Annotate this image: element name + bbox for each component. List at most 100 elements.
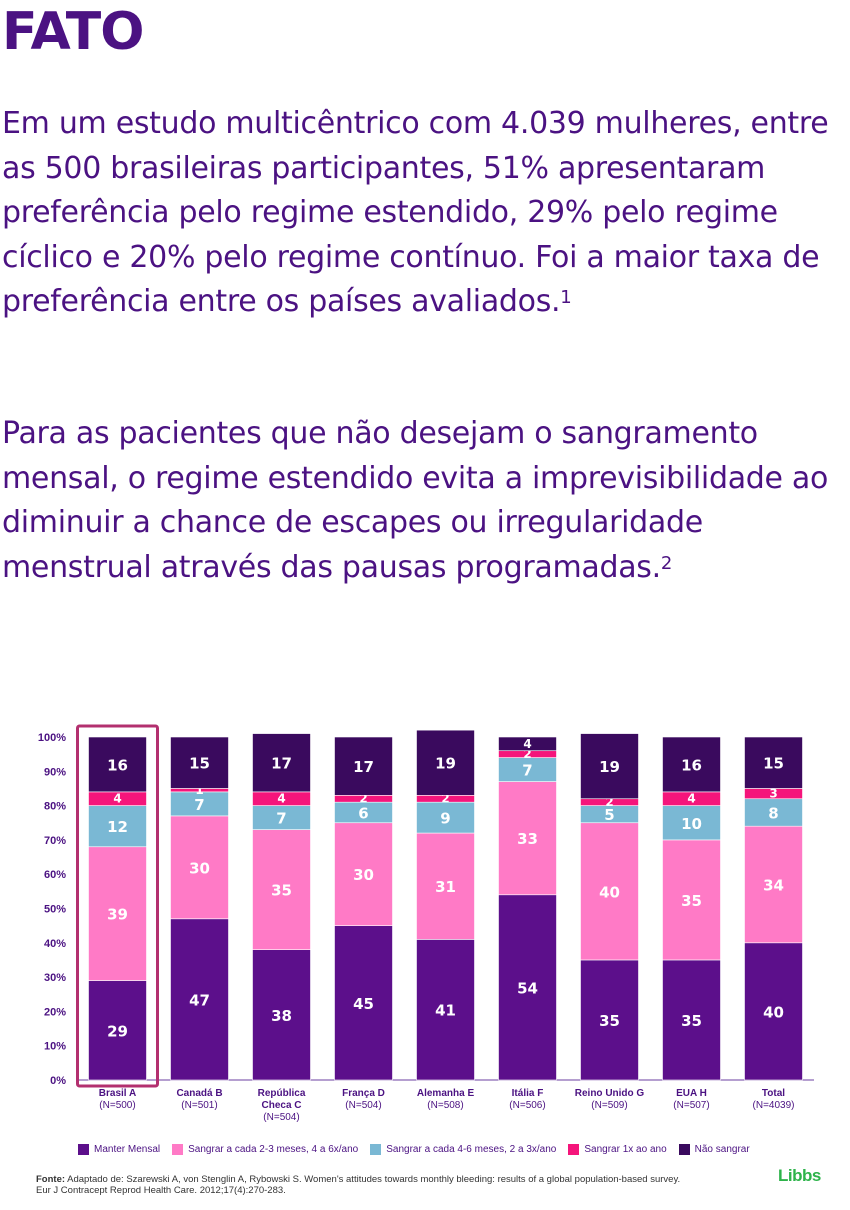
data-label: 2 xyxy=(359,792,367,806)
data-label: 47 xyxy=(189,991,210,1009)
bar-segment xyxy=(170,736,229,789)
legend-label: Manter Mensal xyxy=(94,1144,161,1155)
fact-paragraph-2-text: Para as pacientes que não desejam o sang… xyxy=(2,416,829,585)
data-label: 29 xyxy=(107,1022,128,1040)
data-label: 35 xyxy=(681,1012,702,1030)
legend-swatch xyxy=(370,1144,382,1155)
bar-segment xyxy=(744,942,803,1081)
x-tick-sample-size: (N=506) xyxy=(509,1100,545,1111)
bar-segment xyxy=(334,736,393,796)
bar-segment xyxy=(252,805,311,830)
y-tick-label: 90% xyxy=(44,766,66,778)
legend-item: Sangrar 1x ao ano xyxy=(568,1144,667,1155)
data-label: 4 xyxy=(687,792,695,806)
data-label: 5 xyxy=(604,806,614,824)
data-label: 1 xyxy=(195,783,203,797)
chart-legend: Manter Mensal Sangrar a cada 2-3 meses, 4… xyxy=(78,1144,750,1155)
stacked-bar-chart: 0%10%20%30%40%50%60%70%80%90%100%2939124… xyxy=(38,724,814,1123)
bar-segment xyxy=(744,798,803,827)
bar-segment xyxy=(416,801,475,834)
data-label: 19 xyxy=(435,755,456,773)
y-tick-label: 80% xyxy=(44,801,66,813)
bar-segment xyxy=(252,949,311,1081)
y-tick-label: 50% xyxy=(44,904,66,916)
y-tick-label: 40% xyxy=(44,938,66,950)
data-label: 8 xyxy=(768,804,778,822)
x-tick-label: Checa C xyxy=(261,1100,301,1111)
fact-paragraph-2: Para as pacientes que não desejam o sang… xyxy=(2,412,850,590)
data-label: 10 xyxy=(681,815,702,833)
data-label: 35 xyxy=(271,882,292,900)
bar-segment xyxy=(334,822,393,926)
y-tick-label: 70% xyxy=(44,835,66,847)
legend-swatch xyxy=(172,1144,184,1155)
legend-item: Não sangrar xyxy=(678,1144,750,1155)
x-tick-label: República xyxy=(258,1088,306,1099)
data-label: 41 xyxy=(435,1002,456,1020)
x-tick-sample-size: (N=508) xyxy=(427,1100,463,1111)
bar-segment xyxy=(744,736,803,789)
data-label: 45 xyxy=(353,995,374,1013)
data-label: 34 xyxy=(763,876,784,894)
x-tick-sample-size: (N=4039) xyxy=(753,1100,795,1111)
libbs-logo: Libbs xyxy=(778,1166,821,1185)
bar-segment xyxy=(498,757,557,782)
reference-1: 1 xyxy=(560,287,572,308)
data-label: 7 xyxy=(276,810,286,828)
x-tick-sample-size: (N=507) xyxy=(673,1100,709,1111)
x-tick-label: Brasil A xyxy=(99,1088,136,1099)
y-tick-label: 20% xyxy=(44,1006,66,1018)
bar-segment xyxy=(744,825,803,944)
y-tick-label: 60% xyxy=(44,869,66,881)
bar-segment xyxy=(580,822,639,961)
legend-label: Sangrar 1x ao ano xyxy=(584,1144,667,1155)
legend-swatch xyxy=(568,1144,580,1155)
bar-segment xyxy=(498,894,557,1081)
data-label: 15 xyxy=(763,755,784,773)
data-label: 2 xyxy=(605,795,613,809)
data-label: 15 xyxy=(189,755,210,773)
bar-segment xyxy=(580,959,639,1081)
legend-label: Não sangrar xyxy=(694,1144,750,1155)
data-label: 35 xyxy=(681,892,702,910)
data-label: 38 xyxy=(271,1007,292,1025)
data-label: 35 xyxy=(599,1012,620,1030)
data-label: 31 xyxy=(435,878,456,896)
data-label: 33 xyxy=(517,830,538,848)
x-tick-label: Canadá B xyxy=(176,1088,222,1099)
legend-label: Sangrar a cada 4-6 meses, 2 a 3x/ano xyxy=(386,1144,557,1155)
legend-label: Sangrar a cada 2-3 meses, 4 a 6x/ano xyxy=(188,1144,359,1155)
bar-segment xyxy=(170,791,229,817)
bar-segment xyxy=(252,733,311,793)
bar-segment xyxy=(170,815,229,920)
y-tick-label: 10% xyxy=(44,1041,66,1053)
bar-segment xyxy=(498,736,557,752)
bar-segment xyxy=(662,959,721,1081)
data-label: 40 xyxy=(763,1003,784,1021)
x-tick-label: Itália F xyxy=(512,1088,544,1099)
data-label: 7 xyxy=(194,796,204,814)
page-title: FATO xyxy=(2,2,144,62)
data-label: 16 xyxy=(107,756,128,774)
data-label: 2 xyxy=(441,792,449,806)
data-label: 16 xyxy=(681,756,702,774)
data-label: 9 xyxy=(440,810,450,828)
legend-item: Manter Mensal xyxy=(78,1144,160,1155)
bar-segment xyxy=(416,832,475,940)
legend-swatch xyxy=(678,1144,690,1155)
data-label: 40 xyxy=(599,883,620,901)
bar-segment xyxy=(252,829,311,950)
bar-segment xyxy=(498,781,557,896)
legend-item: Sangrar a cada 2-3 meses, 4 a 6x/ano xyxy=(172,1144,358,1155)
data-label: 6 xyxy=(358,804,368,822)
x-tick-label: EUA H xyxy=(676,1088,707,1099)
bar-segment xyxy=(662,736,721,793)
bar-segment xyxy=(88,736,147,793)
y-tick-label: 100% xyxy=(38,732,66,744)
x-tick-label: Reino Unido G xyxy=(575,1088,645,1099)
data-label: 3 xyxy=(769,787,777,801)
x-tick-label: Total xyxy=(762,1088,785,1099)
data-label: 4 xyxy=(277,792,285,806)
x-tick-label: França D xyxy=(342,1088,385,1099)
legend-item: Sangrar a cada 4-6 meses, 2 a 3x/ano xyxy=(370,1144,556,1155)
